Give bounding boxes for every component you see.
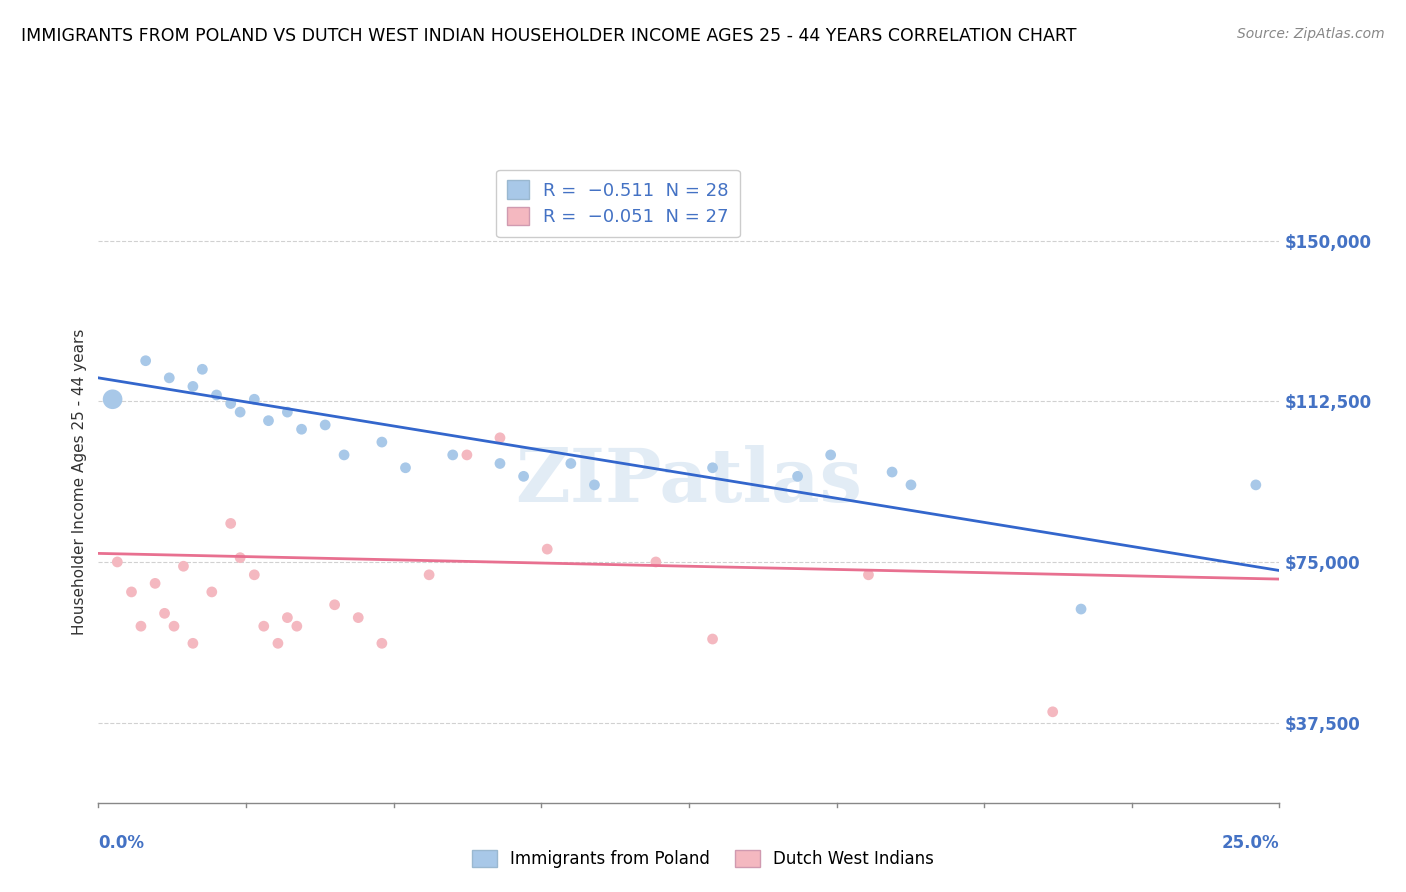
Point — [121, 585, 143, 599]
Point — [456, 448, 478, 462]
Point — [1070, 602, 1092, 616]
Text: ZIPatlas: ZIPatlas — [516, 445, 862, 518]
Point — [536, 542, 558, 557]
Point — [191, 362, 214, 376]
Text: IMMIGRANTS FROM POLAND VS DUTCH WEST INDIAN HOUSEHOLDER INCOME AGES 25 - 44 YEAR: IMMIGRANTS FROM POLAND VS DUTCH WEST IND… — [21, 27, 1077, 45]
Point — [290, 422, 312, 436]
Point — [172, 559, 194, 574]
Point — [371, 636, 394, 650]
Point — [253, 619, 276, 633]
Point — [489, 431, 512, 445]
Point — [229, 550, 252, 565]
Point — [858, 567, 880, 582]
Text: 25.0%: 25.0% — [1222, 834, 1279, 852]
Point — [371, 435, 394, 450]
Point — [314, 417, 336, 432]
Point — [129, 619, 152, 633]
Point — [267, 636, 290, 650]
Point — [489, 457, 512, 471]
Point — [900, 478, 922, 492]
Point — [219, 396, 242, 410]
Point — [285, 619, 308, 633]
Point — [702, 632, 724, 646]
Point — [163, 619, 186, 633]
Point — [1042, 705, 1064, 719]
Point — [644, 555, 666, 569]
Point — [820, 448, 842, 462]
Point — [205, 388, 228, 402]
Point — [243, 567, 266, 582]
Point — [105, 555, 128, 569]
Point — [333, 448, 356, 462]
Point — [229, 405, 252, 419]
Point — [276, 405, 298, 419]
Point — [560, 457, 582, 471]
Point — [418, 567, 440, 582]
Point — [394, 460, 416, 475]
Y-axis label: Householder Income Ages 25 - 44 years: Householder Income Ages 25 - 44 years — [72, 328, 87, 635]
Point — [276, 610, 298, 624]
Point — [143, 576, 166, 591]
Point — [181, 379, 204, 393]
Point — [347, 610, 370, 624]
Legend: Immigrants from Poland, Dutch West Indians: Immigrants from Poland, Dutch West India… — [465, 843, 941, 875]
Text: Source: ZipAtlas.com: Source: ZipAtlas.com — [1237, 27, 1385, 41]
Point — [201, 585, 224, 599]
Point — [157, 371, 180, 385]
Point — [135, 353, 157, 368]
Point — [257, 414, 280, 428]
Point — [786, 469, 808, 483]
Point — [702, 460, 724, 475]
Point — [323, 598, 346, 612]
Point — [880, 465, 903, 479]
Legend: R =  −0.511  N = 28, R =  −0.051  N = 27: R = −0.511 N = 28, R = −0.051 N = 27 — [496, 169, 740, 237]
Point — [153, 607, 176, 621]
Point — [512, 469, 534, 483]
Point — [583, 478, 606, 492]
Point — [219, 516, 242, 531]
Point — [243, 392, 266, 407]
Point — [101, 392, 124, 407]
Point — [1244, 478, 1267, 492]
Text: 0.0%: 0.0% — [98, 834, 145, 852]
Point — [181, 636, 204, 650]
Point — [441, 448, 464, 462]
